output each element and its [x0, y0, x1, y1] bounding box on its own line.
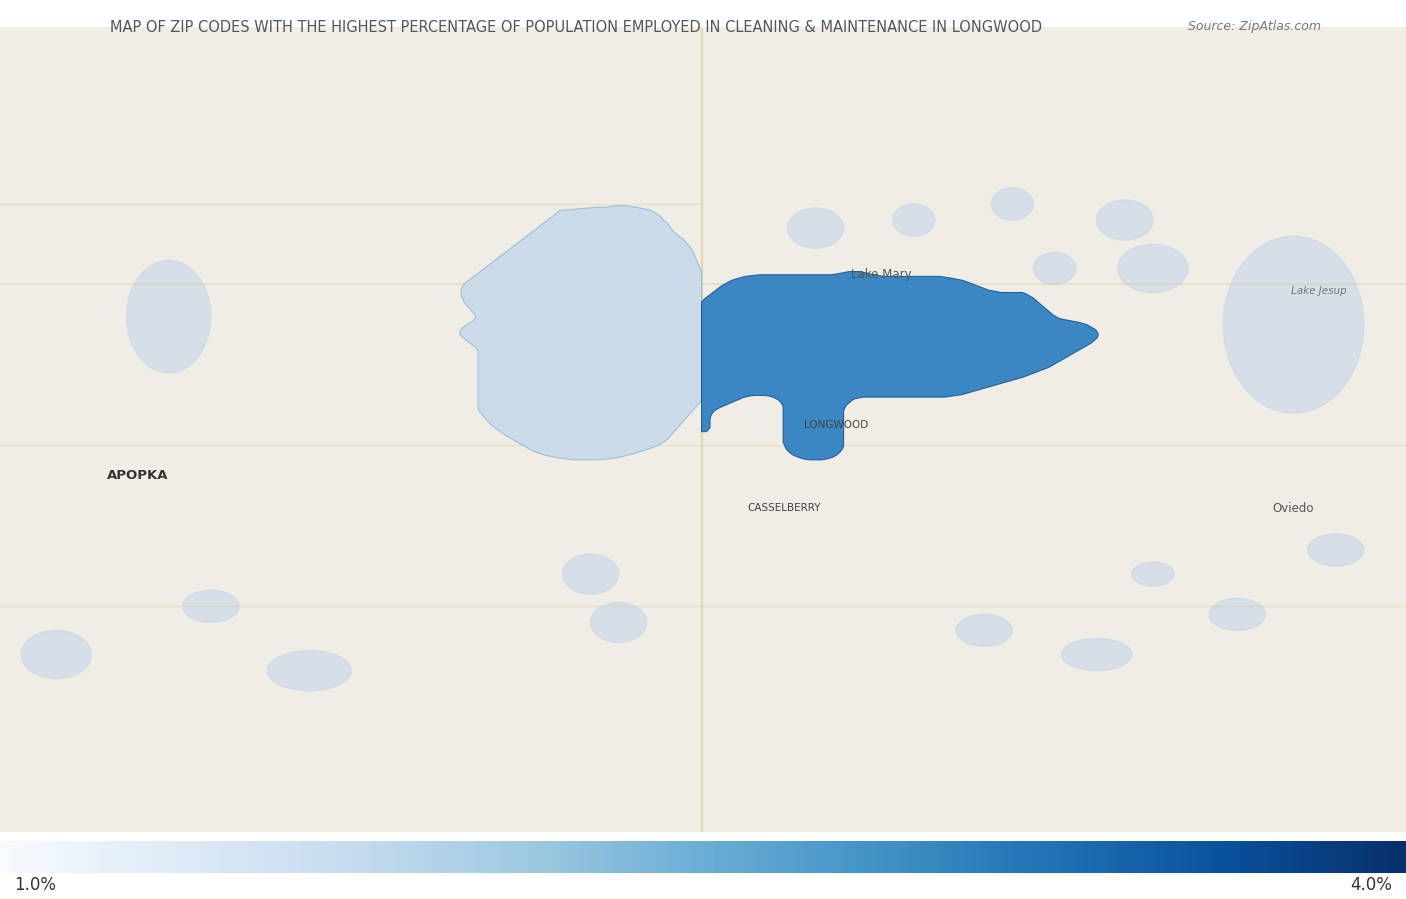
Ellipse shape	[1209, 598, 1265, 630]
Ellipse shape	[1308, 534, 1364, 566]
Ellipse shape	[1223, 236, 1364, 414]
Text: Lake Jesup: Lake Jesup	[1291, 286, 1347, 296]
Text: MAP OF ZIP CODES WITH THE HIGHEST PERCENTAGE OF POPULATION EMPLOYED IN CLEANING : MAP OF ZIP CODES WITH THE HIGHEST PERCEN…	[111, 20, 1042, 35]
Ellipse shape	[562, 554, 619, 594]
Text: 1.0%: 1.0%	[14, 877, 56, 895]
Ellipse shape	[1033, 253, 1076, 284]
Text: Source: ZipAtlas.com: Source: ZipAtlas.com	[1188, 20, 1322, 32]
Text: APOPKA: APOPKA	[107, 469, 169, 483]
Ellipse shape	[267, 651, 352, 690]
Ellipse shape	[183, 590, 239, 622]
Ellipse shape	[787, 208, 844, 248]
Ellipse shape	[1097, 200, 1153, 240]
Ellipse shape	[591, 602, 647, 643]
Ellipse shape	[991, 188, 1033, 220]
Text: Oviedo: Oviedo	[1272, 502, 1315, 514]
Text: Lake Mary: Lake Mary	[851, 268, 912, 281]
Ellipse shape	[1132, 562, 1174, 586]
Ellipse shape	[127, 261, 211, 373]
Ellipse shape	[1062, 638, 1132, 671]
Text: 4.0%: 4.0%	[1350, 877, 1392, 895]
Polygon shape	[460, 206, 702, 460]
Ellipse shape	[956, 614, 1012, 646]
Ellipse shape	[21, 630, 91, 679]
Text: LONGWOOD: LONGWOOD	[804, 420, 869, 431]
Ellipse shape	[1118, 245, 1188, 292]
Polygon shape	[702, 271, 1098, 460]
Ellipse shape	[893, 204, 935, 236]
Text: CASSELBERRY: CASSELBERRY	[748, 503, 821, 513]
